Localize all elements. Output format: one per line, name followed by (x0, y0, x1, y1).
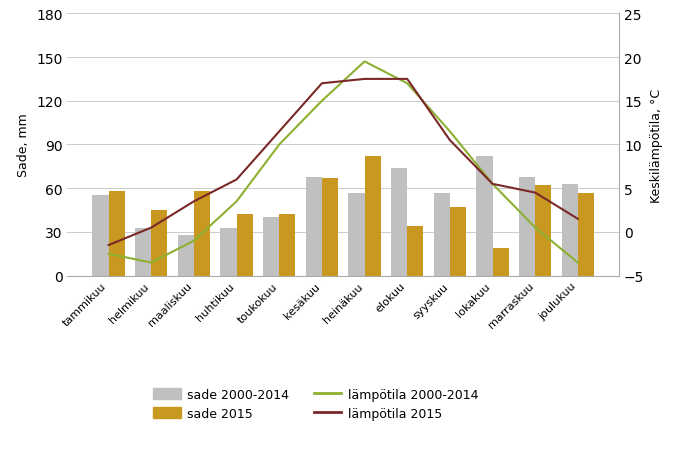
Bar (535, 186, 551, 276)
Bar (450, 208, 466, 276)
Bar (279, 215, 295, 276)
Y-axis label: Keskilämpötila, °C: Keskilämpötila, °C (650, 88, 663, 202)
Bar (263, 218, 279, 276)
Bar (578, 193, 594, 276)
Bar (562, 185, 578, 276)
Bar (151, 211, 168, 276)
Bar (220, 228, 237, 276)
Bar (92, 196, 108, 276)
Bar (237, 215, 253, 276)
Bar (433, 193, 450, 276)
Bar (194, 192, 210, 276)
Bar (178, 235, 194, 276)
Bar (391, 169, 407, 276)
Bar (476, 157, 493, 276)
Legend: sade 2000-2014, sade 2015, lämpötila 2000-2014, lämpötila 2015: sade 2000-2014, sade 2015, lämpötila 200… (147, 382, 485, 426)
Bar (322, 178, 338, 276)
Y-axis label: Sade, mm: Sade, mm (17, 113, 30, 177)
Bar (135, 228, 151, 276)
Bar (365, 157, 381, 276)
Bar (407, 227, 423, 276)
Bar (349, 193, 365, 276)
Bar (519, 177, 535, 276)
Bar (108, 192, 125, 276)
Bar (493, 248, 509, 276)
Bar (306, 177, 322, 276)
